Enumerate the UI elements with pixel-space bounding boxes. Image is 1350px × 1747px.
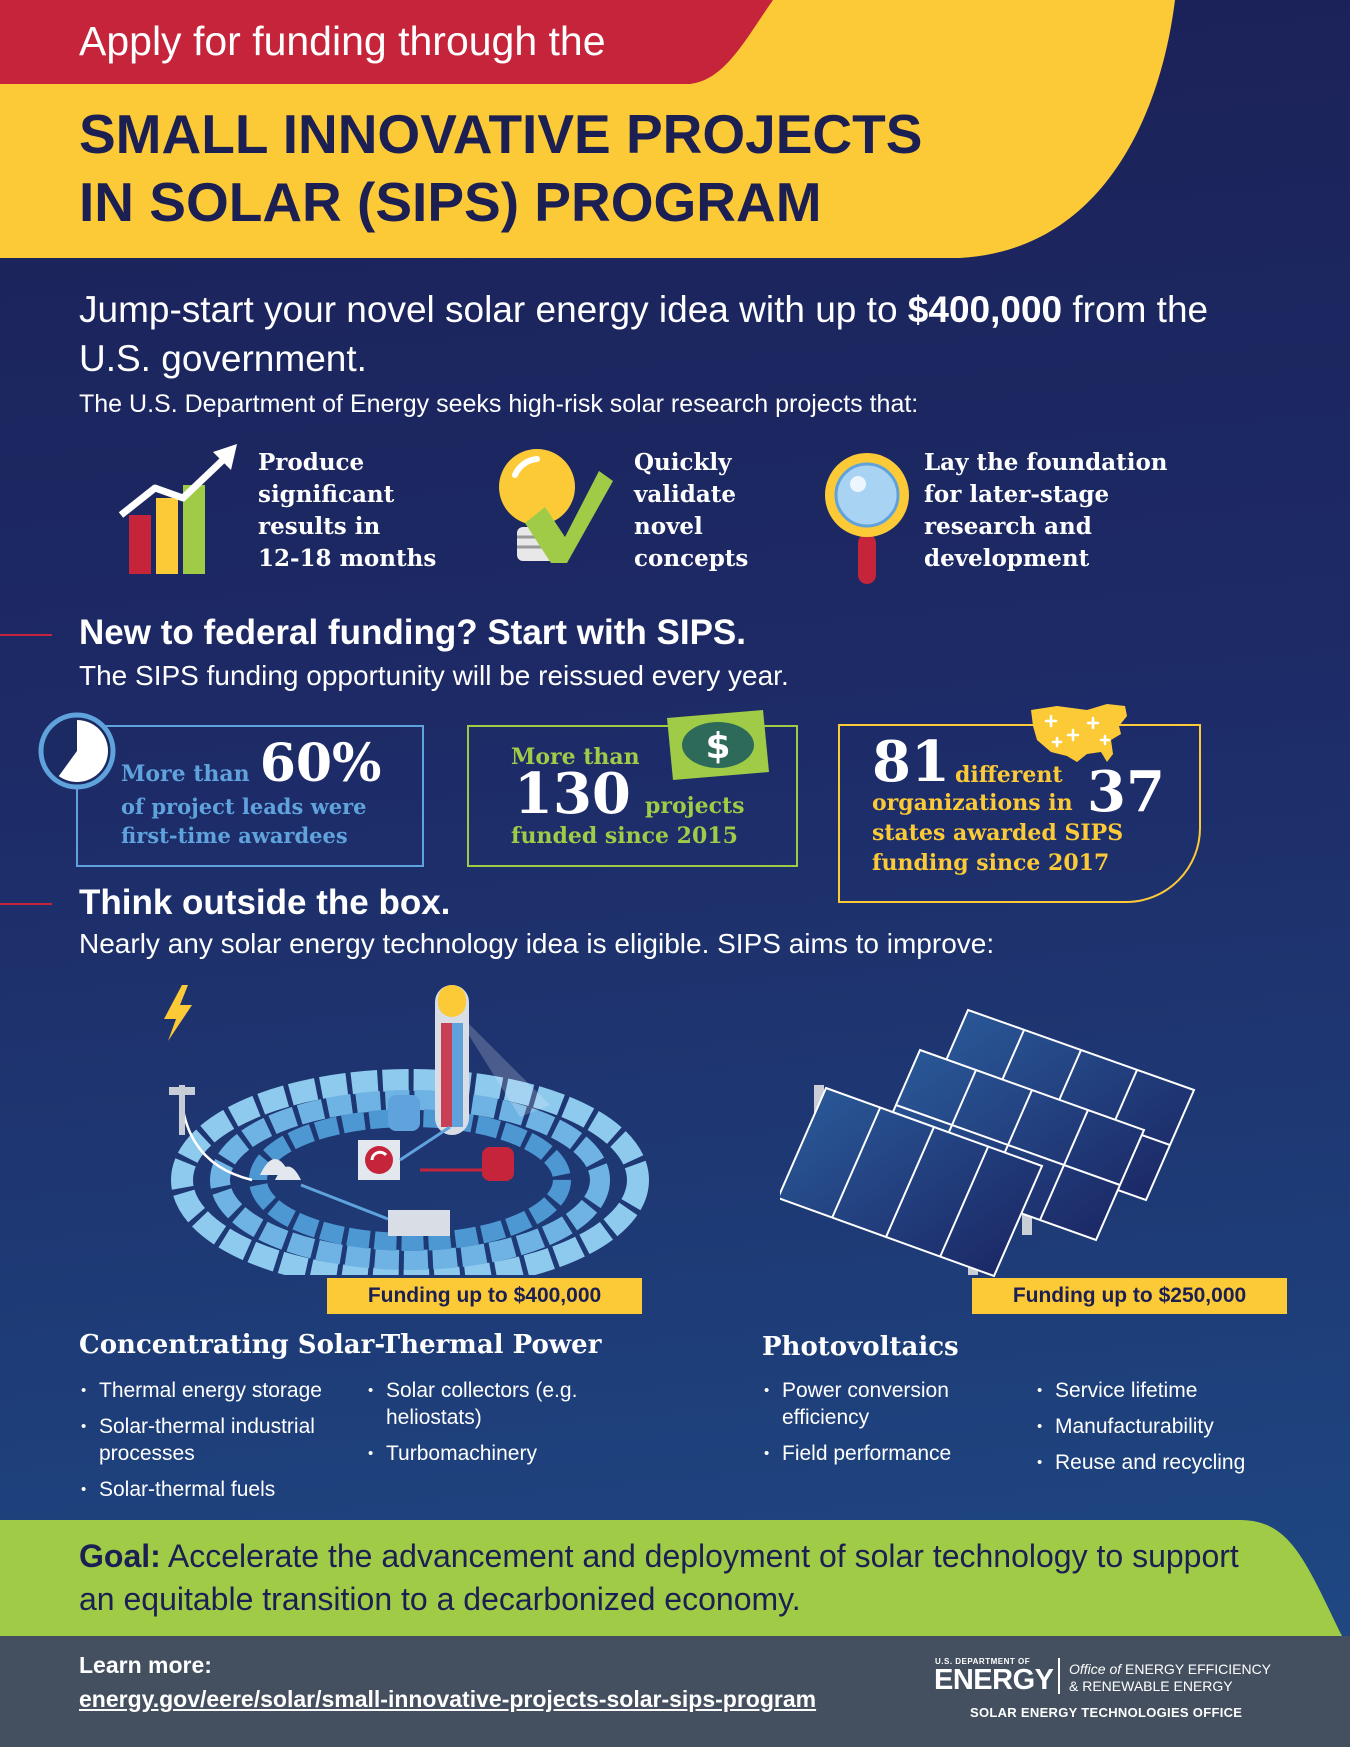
intro-headline: Jump-start your novel solar energy idea …	[79, 285, 1259, 383]
pv-list-col1: Power conversion efficiency Field perfor…	[762, 1377, 1002, 1476]
intro-after: from the U.S. government.	[79, 289, 1209, 379]
section-think-subtitle: Nearly any solar energy technology idea …	[79, 928, 995, 959]
stat-first-time-box	[76, 725, 424, 867]
concentrating-solar-plant-illustration	[164, 985, 649, 1275]
list-item: Manufacturability	[1035, 1413, 1275, 1440]
page-title: SMALL INNOVATIVE PROJECTS IN SOLAR (SIPS…	[79, 100, 922, 236]
learn-more-label: Learn more:	[79, 1652, 212, 1678]
csp-title: Concentrating Solar-Thermal Power	[79, 1330, 602, 1360]
doe-logo-dept: U.S. DEPARTMENT OF	[935, 1657, 1031, 1666]
stat-projects-prefix: More than	[511, 744, 640, 770]
stat-60-value: 60%	[259, 733, 382, 794]
stat-orgs-different: different	[955, 762, 1063, 788]
csp-list-col2: Solar collectors (e.g. heliostats) Turbo…	[366, 1377, 581, 1476]
magnifying-glass-icon	[825, 453, 909, 584]
lightbulb-check-icon	[499, 449, 613, 563]
section-new-subtitle: The SIPS funding opportunity will be rei…	[79, 660, 789, 691]
list-item: Solar collectors (e.g. heliostats)	[366, 1377, 581, 1431]
csp-funding-badge: Funding up to $400,000	[327, 1278, 642, 1314]
office-name: SOLAR ENERGY TECHNOLOGIES OFFICE	[970, 1705, 1243, 1720]
stat-projects-box	[467, 725, 798, 867]
list-item: Solar-thermal industrial processes	[79, 1413, 354, 1467]
dollar-bill-icon: $	[667, 710, 769, 780]
title-line-2: IN SOLAR (SIPS) PROGRAM	[79, 171, 822, 233]
us-map-icon	[1031, 704, 1127, 762]
feature-foundation: Lay the foundation for later-stage resea…	[924, 449, 1168, 572]
goal-text: Accelerate the advancement and deploymen…	[79, 1538, 1239, 1617]
title-line-1: SMALL INNOVATIVE PROJECTS	[79, 103, 923, 165]
footer	[0, 1636, 1350, 1747]
csp-list-col1: Thermal energy storage Solar-thermal ind…	[79, 1377, 354, 1512]
intro-subtext: The U.S. Department of Energy seeks high…	[79, 390, 919, 418]
header-subhead: Apply for funding through the	[79, 18, 606, 64]
bar-chart-icon	[118, 444, 237, 574]
list-item: Solar-thermal fuels	[79, 1476, 354, 1503]
pv-list-col2: Service lifetime Manufacturability Reuse…	[1035, 1377, 1275, 1485]
section-marker	[0, 634, 52, 636]
list-item: Service lifetime	[1035, 1377, 1275, 1404]
stat-37-value: 37	[1087, 759, 1165, 825]
logo-divider	[1058, 1658, 1060, 1694]
section-marker	[0, 903, 52, 905]
stat-projects-since: funded since 2015	[511, 823, 738, 849]
stat-orgs-line3: states awarded SIPS	[872, 820, 1124, 846]
pv-funding-badge: Funding up to $250,000	[972, 1278, 1287, 1314]
section-think-title: Think outside the box.	[79, 883, 451, 922]
stat-first-time-text: More than 60% of project leads were firs…	[121, 733, 382, 849]
svg-text:$: $	[705, 726, 730, 767]
header-banner	[0, 0, 1175, 258]
doe-logo-energy: ENERGY	[934, 1664, 1054, 1696]
goal-banner	[0, 1520, 1342, 1636]
list-item: Reuse and recycling	[1035, 1449, 1275, 1476]
intro-amount: $400,000	[907, 289, 1063, 330]
intro-before: Jump-start your novel solar energy idea …	[79, 289, 908, 330]
pie-clock-icon	[38, 712, 116, 790]
stat-orgs-line4: funding since 2017	[872, 850, 1110, 876]
feature-results: Produce significant results in 12-18 mon…	[258, 449, 437, 572]
goal-statement: Goal: Accelerate the advancement and dep…	[79, 1535, 1279, 1621]
eere-logo-text: Office of ENERGY EFFICIENCY & RENEWABLE …	[1069, 1661, 1272, 1694]
stat-orgs-box	[838, 724, 1201, 903]
list-item: Field performance	[762, 1440, 1002, 1467]
stat-130-value: 130	[514, 761, 631, 827]
stat-orgs-line2: organizations in	[872, 790, 1073, 816]
feature-validate: Quickly validate novel concepts	[634, 449, 749, 572]
list-item: Turbomachinery	[366, 1440, 581, 1467]
stat-81-value: 81	[872, 729, 950, 795]
section-new-title: New to federal funding? Start with SIPS.	[79, 613, 746, 652]
stat-projects-suffix: projects	[645, 793, 745, 819]
goal-label: Goal:	[79, 1538, 161, 1574]
photovoltaic-array-illustration	[780, 1008, 1196, 1278]
list-item: Thermal energy storage	[79, 1377, 354, 1404]
list-item: Power conversion efficiency	[762, 1377, 1002, 1431]
learn-more-link[interactable]: energy.gov/eere/solar/small-innovative-p…	[79, 1686, 817, 1712]
pv-title: Photovoltaics	[762, 1332, 959, 1362]
